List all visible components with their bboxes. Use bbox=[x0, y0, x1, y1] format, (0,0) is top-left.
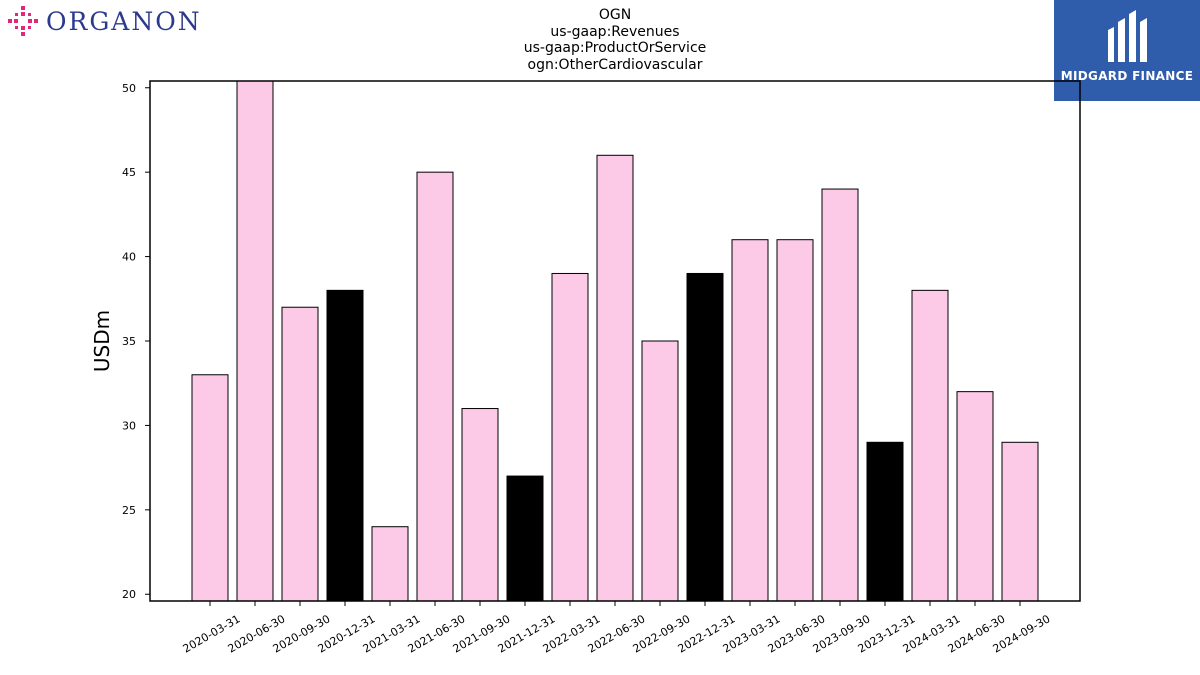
bar-2024-03-31 bbox=[911, 289, 949, 601]
midgard-logo-text: MIDGARD FINANCE bbox=[1060, 69, 1194, 83]
y-axis-label: USDm bbox=[90, 310, 114, 372]
bar-2023-09-30 bbox=[821, 188, 859, 601]
y-tick-label: 45 bbox=[122, 166, 136, 179]
bar-2022-06-30 bbox=[596, 154, 634, 601]
bar-2024-06-30 bbox=[956, 391, 994, 601]
chart-title-line-3: us-gaap:ProductOrService bbox=[523, 40, 707, 56]
bar-2021-09-30 bbox=[461, 408, 499, 601]
chart-title-line-1: OGN bbox=[598, 7, 632, 23]
bar-2020-09-30 bbox=[281, 306, 319, 601]
midgard-logo-icon bbox=[1108, 10, 1147, 62]
y-tick-label: 30 bbox=[122, 419, 136, 432]
bar-2024-09-30 bbox=[1001, 441, 1039, 601]
bar-2023-06-30 bbox=[776, 239, 814, 601]
bar-2022-09-30 bbox=[641, 340, 679, 601]
y-tick-label: 50 bbox=[122, 82, 136, 95]
bar-2021-12-31 bbox=[506, 475, 544, 601]
organon-logo-text: ORGANON bbox=[46, 6, 202, 36]
y-tick-label: 35 bbox=[122, 335, 136, 348]
bar-2020-12-31 bbox=[326, 289, 364, 601]
bar-2023-03-31 bbox=[731, 239, 769, 601]
chart-title-line-4: ogn:OtherCardiovascular bbox=[527, 57, 703, 73]
bar-2022-12-31 bbox=[686, 272, 724, 601]
bar-2022-03-31 bbox=[551, 272, 589, 601]
chart-title-line-2: us-gaap:Revenues bbox=[550, 24, 680, 40]
organon-logo: ORGANON bbox=[6, 4, 202, 38]
y-tick-label: 20 bbox=[122, 588, 136, 601]
organon-logo-icon bbox=[8, 6, 38, 36]
midgard-logo: MIDGARD FINANCE bbox=[1054, 0, 1200, 101]
bar-2020-06-30 bbox=[236, 81, 274, 601]
bar-2023-12-31 bbox=[866, 441, 904, 601]
bar-2021-03-31 bbox=[371, 526, 409, 601]
bar-2021-06-30 bbox=[416, 171, 454, 601]
y-tick-label: 40 bbox=[122, 251, 136, 264]
bar-2020-03-31 bbox=[191, 374, 229, 601]
y-tick-label: 25 bbox=[122, 504, 136, 517]
